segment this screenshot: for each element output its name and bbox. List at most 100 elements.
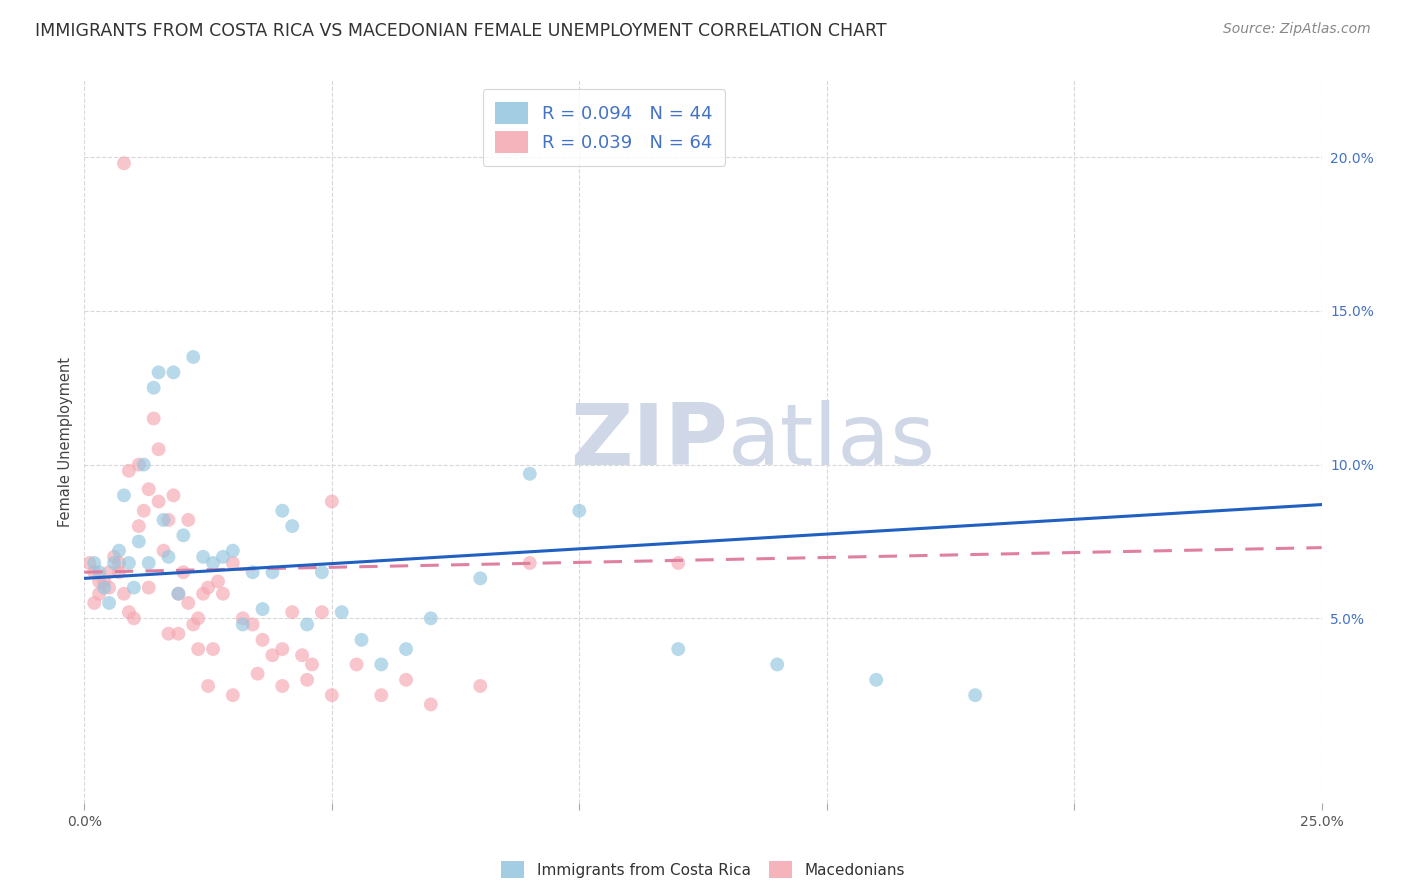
Point [83,556,105,570]
Point [207,574,229,589]
Text: ZIP: ZIP [569,400,728,483]
Point [281,605,304,619]
Point [187,611,209,625]
Point [112,587,135,601]
Point [118,605,141,619]
Point [93,581,115,595]
Point [470,571,492,585]
Point [202,556,225,570]
Point [122,581,145,595]
Point [395,642,418,657]
Point [212,549,235,564]
Point [191,549,214,564]
Point [202,642,225,657]
Point [295,617,318,632]
Point [271,504,294,518]
Point [108,556,131,570]
Point [89,587,111,601]
Point [103,556,125,570]
Point [232,617,254,632]
Point [148,442,170,457]
Point [470,679,492,693]
Point [330,605,353,619]
Point [965,688,987,702]
Point [142,411,165,425]
Legend: Immigrants from Costa Rica, Macedonians: Immigrants from Costa Rica, Macedonians [494,854,912,886]
Point [222,556,245,570]
Point [222,688,245,702]
Point [138,482,160,496]
Point [167,587,190,601]
Point [181,617,204,632]
Text: atlas: atlas [728,400,936,483]
Point [128,458,150,472]
Text: Source: ZipAtlas.com: Source: ZipAtlas.com [1223,22,1371,37]
Point [419,698,441,712]
Point [262,565,284,579]
Point [157,626,180,640]
Point [197,679,219,693]
Point [93,574,115,589]
Point [89,574,111,589]
Point [142,381,165,395]
Point [138,556,160,570]
Point [177,596,200,610]
Point [212,587,235,601]
Point [148,494,170,508]
Point [83,596,105,610]
Point [128,534,150,549]
Point [157,513,180,527]
Point [152,513,174,527]
Point [132,504,155,518]
Point [301,657,323,672]
Point [108,565,131,579]
Point [197,581,219,595]
Point [122,611,145,625]
Point [321,688,343,702]
Point [98,565,121,579]
Point [370,688,392,702]
Point [118,464,141,478]
Point [252,632,274,647]
Point [138,581,160,595]
Point [108,543,131,558]
Point [346,657,368,672]
Point [172,565,194,579]
Point [191,587,214,601]
Point [83,565,105,579]
Point [246,666,269,681]
Point [666,556,689,570]
Point [98,596,121,610]
Point [148,365,170,379]
Point [187,642,209,657]
Point [865,673,887,687]
Point [79,556,101,570]
Point [419,611,441,625]
Point [222,543,245,558]
Point [98,581,121,595]
Point [112,488,135,502]
Point [311,605,333,619]
Point [167,626,190,640]
Point [157,549,180,564]
Point [112,156,135,170]
Point [519,556,541,570]
Point [242,565,264,579]
Point [281,519,304,533]
Point [132,458,155,472]
Point [242,617,264,632]
Point [519,467,541,481]
Point [271,642,294,657]
Y-axis label: Female Unemployment: Female Unemployment [58,357,73,526]
Point [295,673,318,687]
Point [232,611,254,625]
Point [370,657,392,672]
Text: IMMIGRANTS FROM COSTA RICA VS MACEDONIAN FEMALE UNEMPLOYMENT CORRELATION CHART: IMMIGRANTS FROM COSTA RICA VS MACEDONIAN… [35,22,887,40]
Point [181,350,204,364]
Point [666,642,689,657]
Point [167,587,190,601]
Point [152,543,174,558]
Point [311,565,333,579]
Point [395,673,418,687]
Point [177,513,200,527]
